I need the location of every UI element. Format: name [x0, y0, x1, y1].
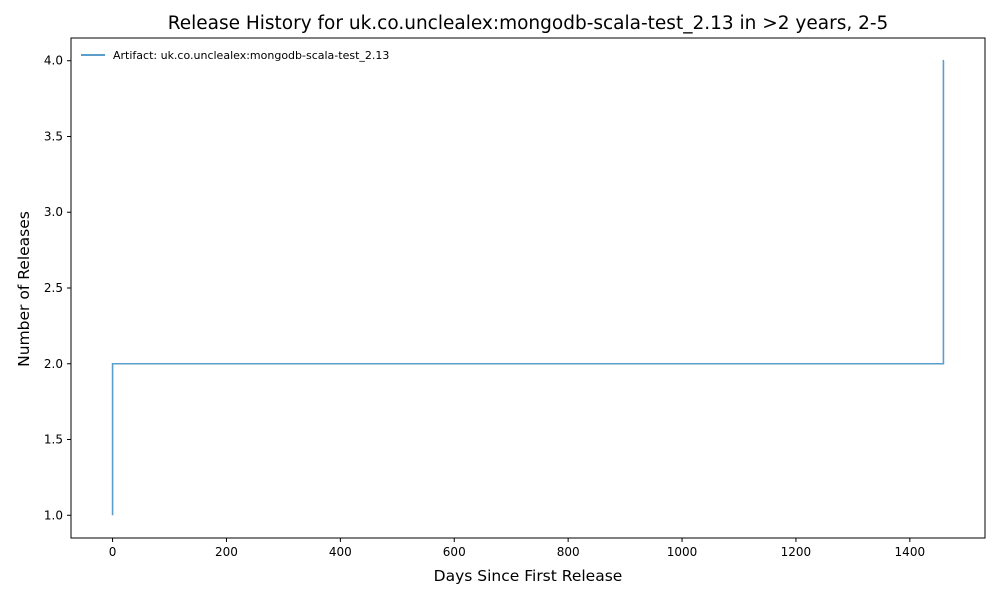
- x-axis: 0 200 400 600 800 1000 1200 1400: [109, 538, 925, 559]
- series-line: [111, 59, 945, 516]
- x-tick-label: 800: [557, 545, 580, 559]
- x-tick-label: 200: [215, 545, 238, 559]
- legend: Artifact: uk.co.unclealex:mongodb-scala-…: [81, 49, 389, 62]
- y-tick-label: 2.0: [44, 357, 63, 371]
- y-tick-label: 2.5: [44, 281, 63, 295]
- legend-label: Artifact: uk.co.unclealex:mongodb-scala-…: [113, 49, 389, 62]
- x-tick-label: 0: [109, 545, 117, 559]
- series-layer: [111, 59, 945, 516]
- plot-frame: [70, 37, 986, 539]
- y-tick-label: 3.5: [44, 129, 63, 143]
- y-axis-title: Number of Releases: [15, 211, 33, 367]
- chart-title: Release History for uk.co.unclealex:mong…: [168, 13, 889, 34]
- x-tick-label: 1400: [895, 545, 926, 559]
- y-tick-label: 4.0: [44, 54, 63, 68]
- plot-area: [70, 37, 986, 539]
- y-tick-label: 3.0: [44, 205, 63, 219]
- y-tick-label: 1.0: [44, 508, 63, 522]
- x-tick-label: 1000: [667, 545, 698, 559]
- x-axis-title: Days Since First Release: [434, 567, 623, 585]
- y-axis: 1.0 1.5 2.0 2.5 3.0 3.5 4.0: [44, 54, 71, 522]
- x-tick-label: 600: [443, 545, 466, 559]
- x-tick-label: 400: [329, 545, 352, 559]
- x-tick-label: 1200: [781, 545, 812, 559]
- y-tick-label: 1.5: [44, 433, 63, 447]
